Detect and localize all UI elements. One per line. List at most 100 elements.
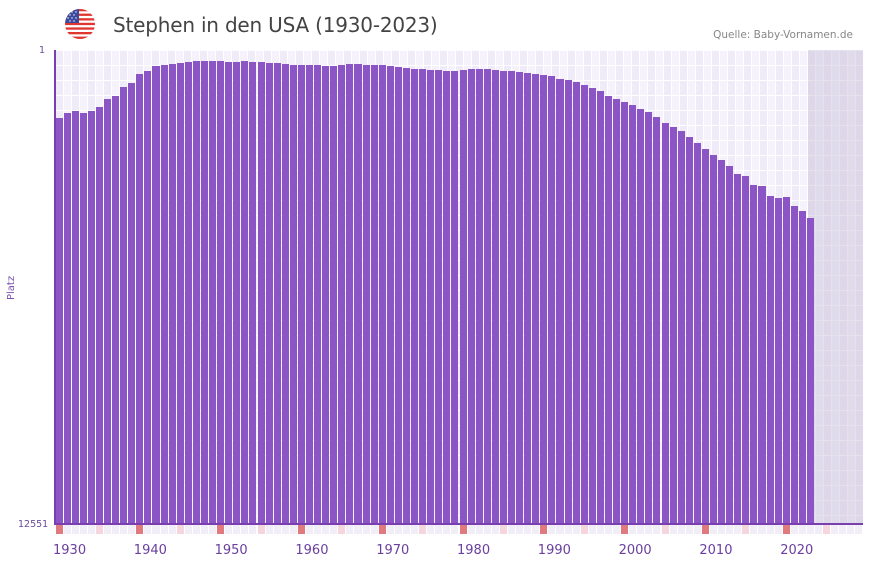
bar-1937[interactable] — [112, 96, 120, 524]
bar-2010[interactable] — [701, 149, 709, 524]
bar-1946[interactable] — [184, 62, 192, 524]
bar-1945[interactable] — [176, 63, 184, 524]
bar-1935[interactable] — [95, 107, 103, 524]
bar-1942[interactable] — [152, 66, 160, 524]
bar-1943[interactable] — [160, 65, 168, 524]
bar-1965[interactable] — [338, 65, 346, 524]
bar-1958[interactable] — [281, 64, 289, 524]
bar-2022[interactable] — [798, 211, 806, 524]
year-marker — [532, 525, 540, 534]
year-marker — [847, 525, 855, 534]
bar-2021[interactable] — [790, 206, 798, 524]
bar-1934[interactable] — [87, 111, 95, 524]
bar-2013[interactable] — [726, 166, 734, 524]
bar-2012[interactable] — [718, 159, 726, 524]
bar-1996[interactable] — [588, 88, 596, 524]
bar-2000[interactable] — [621, 102, 629, 524]
bar-1979[interactable] — [451, 71, 459, 524]
bar-1953[interactable] — [241, 61, 249, 524]
bar-2014[interactable] — [734, 174, 742, 524]
bar-1964[interactable] — [330, 66, 338, 524]
bar-1981[interactable] — [467, 69, 475, 524]
bar-2005[interactable] — [661, 123, 669, 524]
bar-2016[interactable] — [750, 185, 758, 524]
bar-2015[interactable] — [742, 176, 750, 524]
bar-1939[interactable] — [128, 83, 136, 524]
bar-1998[interactable] — [604, 96, 613, 524]
bar-1966[interactable] — [346, 64, 354, 524]
year-marker — [217, 525, 225, 534]
bar-1960[interactable] — [297, 65, 305, 524]
bar-1951[interactable] — [225, 62, 233, 524]
bar-1959[interactable] — [289, 65, 297, 524]
bar-1941[interactable] — [144, 71, 152, 524]
bar-1976[interactable] — [427, 70, 435, 524]
bar-2002[interactable] — [637, 109, 645, 524]
year-marker — [265, 525, 273, 534]
bar-1992[interactable] — [556, 79, 564, 524]
bar-1971[interactable] — [386, 66, 394, 524]
bar-1988[interactable] — [524, 73, 532, 524]
bar-1944[interactable] — [168, 64, 176, 524]
bar-2007[interactable] — [677, 131, 685, 524]
bar-1938[interactable] — [120, 87, 128, 524]
bar-1970[interactable] — [378, 65, 386, 524]
bar-1936[interactable] — [103, 99, 112, 524]
bar-1931[interactable] — [63, 113, 71, 524]
bar-1975[interactable] — [419, 69, 427, 524]
bar-2006[interactable] — [669, 127, 677, 524]
bar-1954[interactable] — [249, 62, 257, 524]
bar-1968[interactable] — [362, 65, 370, 524]
bar-1982[interactable] — [475, 69, 483, 524]
bar-1952[interactable] — [233, 62, 241, 524]
year-marker — [289, 525, 297, 534]
bar-1985[interactable] — [499, 71, 507, 524]
bar-1969[interactable] — [370, 65, 378, 524]
bar-1957[interactable] — [273, 63, 281, 524]
bar-1963[interactable] — [322, 66, 330, 524]
bar-1973[interactable] — [402, 68, 411, 524]
bar-1948[interactable] — [200, 61, 209, 524]
bar-1990[interactable] — [540, 75, 548, 524]
bar-1967[interactable] — [354, 64, 362, 524]
bar-2004[interactable] — [653, 117, 661, 524]
bar-1977[interactable] — [435, 70, 443, 524]
bar-1956[interactable] — [265, 63, 273, 524]
bar-1987[interactable] — [516, 72, 524, 524]
bar-2003[interactable] — [645, 112, 653, 524]
bar-2009[interactable] — [693, 143, 701, 524]
bar-1933[interactable] — [79, 113, 87, 524]
bar-2020[interactable] — [782, 197, 790, 524]
bar-1950[interactable] — [217, 61, 225, 524]
bar-1947[interactable] — [192, 61, 200, 524]
bar-1932[interactable] — [71, 111, 79, 524]
bar-1940[interactable] — [136, 74, 144, 524]
bar-2018[interactable] — [766, 196, 774, 524]
bar-2011[interactable] — [709, 155, 718, 524]
year-marker — [677, 525, 685, 534]
bar-1949[interactable] — [209, 61, 217, 524]
bar-1955[interactable] — [257, 62, 265, 524]
bar-1962[interactable] — [314, 65, 322, 524]
bar-2023[interactable] — [806, 218, 815, 524]
bar-1986[interactable] — [507, 71, 516, 524]
bar-1995[interactable] — [580, 85, 588, 524]
bar-1972[interactable] — [394, 67, 402, 524]
bar-1978[interactable] — [443, 71, 451, 524]
bar-1991[interactable] — [548, 76, 556, 524]
bar-2019[interactable] — [774, 198, 782, 524]
bar-1980[interactable] — [459, 70, 467, 524]
bar-2008[interactable] — [685, 137, 693, 524]
bar-1961[interactable] — [305, 65, 314, 524]
bar-1974[interactable] — [411, 69, 419, 524]
bar-2001[interactable] — [629, 105, 637, 524]
bar-2017[interactable] — [758, 186, 766, 524]
bar-1930[interactable] — [55, 118, 63, 524]
bar-1989[interactable] — [532, 74, 540, 524]
bar-1999[interactable] — [613, 99, 621, 524]
bar-1993[interactable] — [564, 80, 572, 524]
bar-1994[interactable] — [572, 82, 580, 524]
bar-1984[interactable] — [491, 70, 499, 524]
bar-1997[interactable] — [596, 91, 604, 524]
bar-1983[interactable] — [483, 69, 491, 524]
